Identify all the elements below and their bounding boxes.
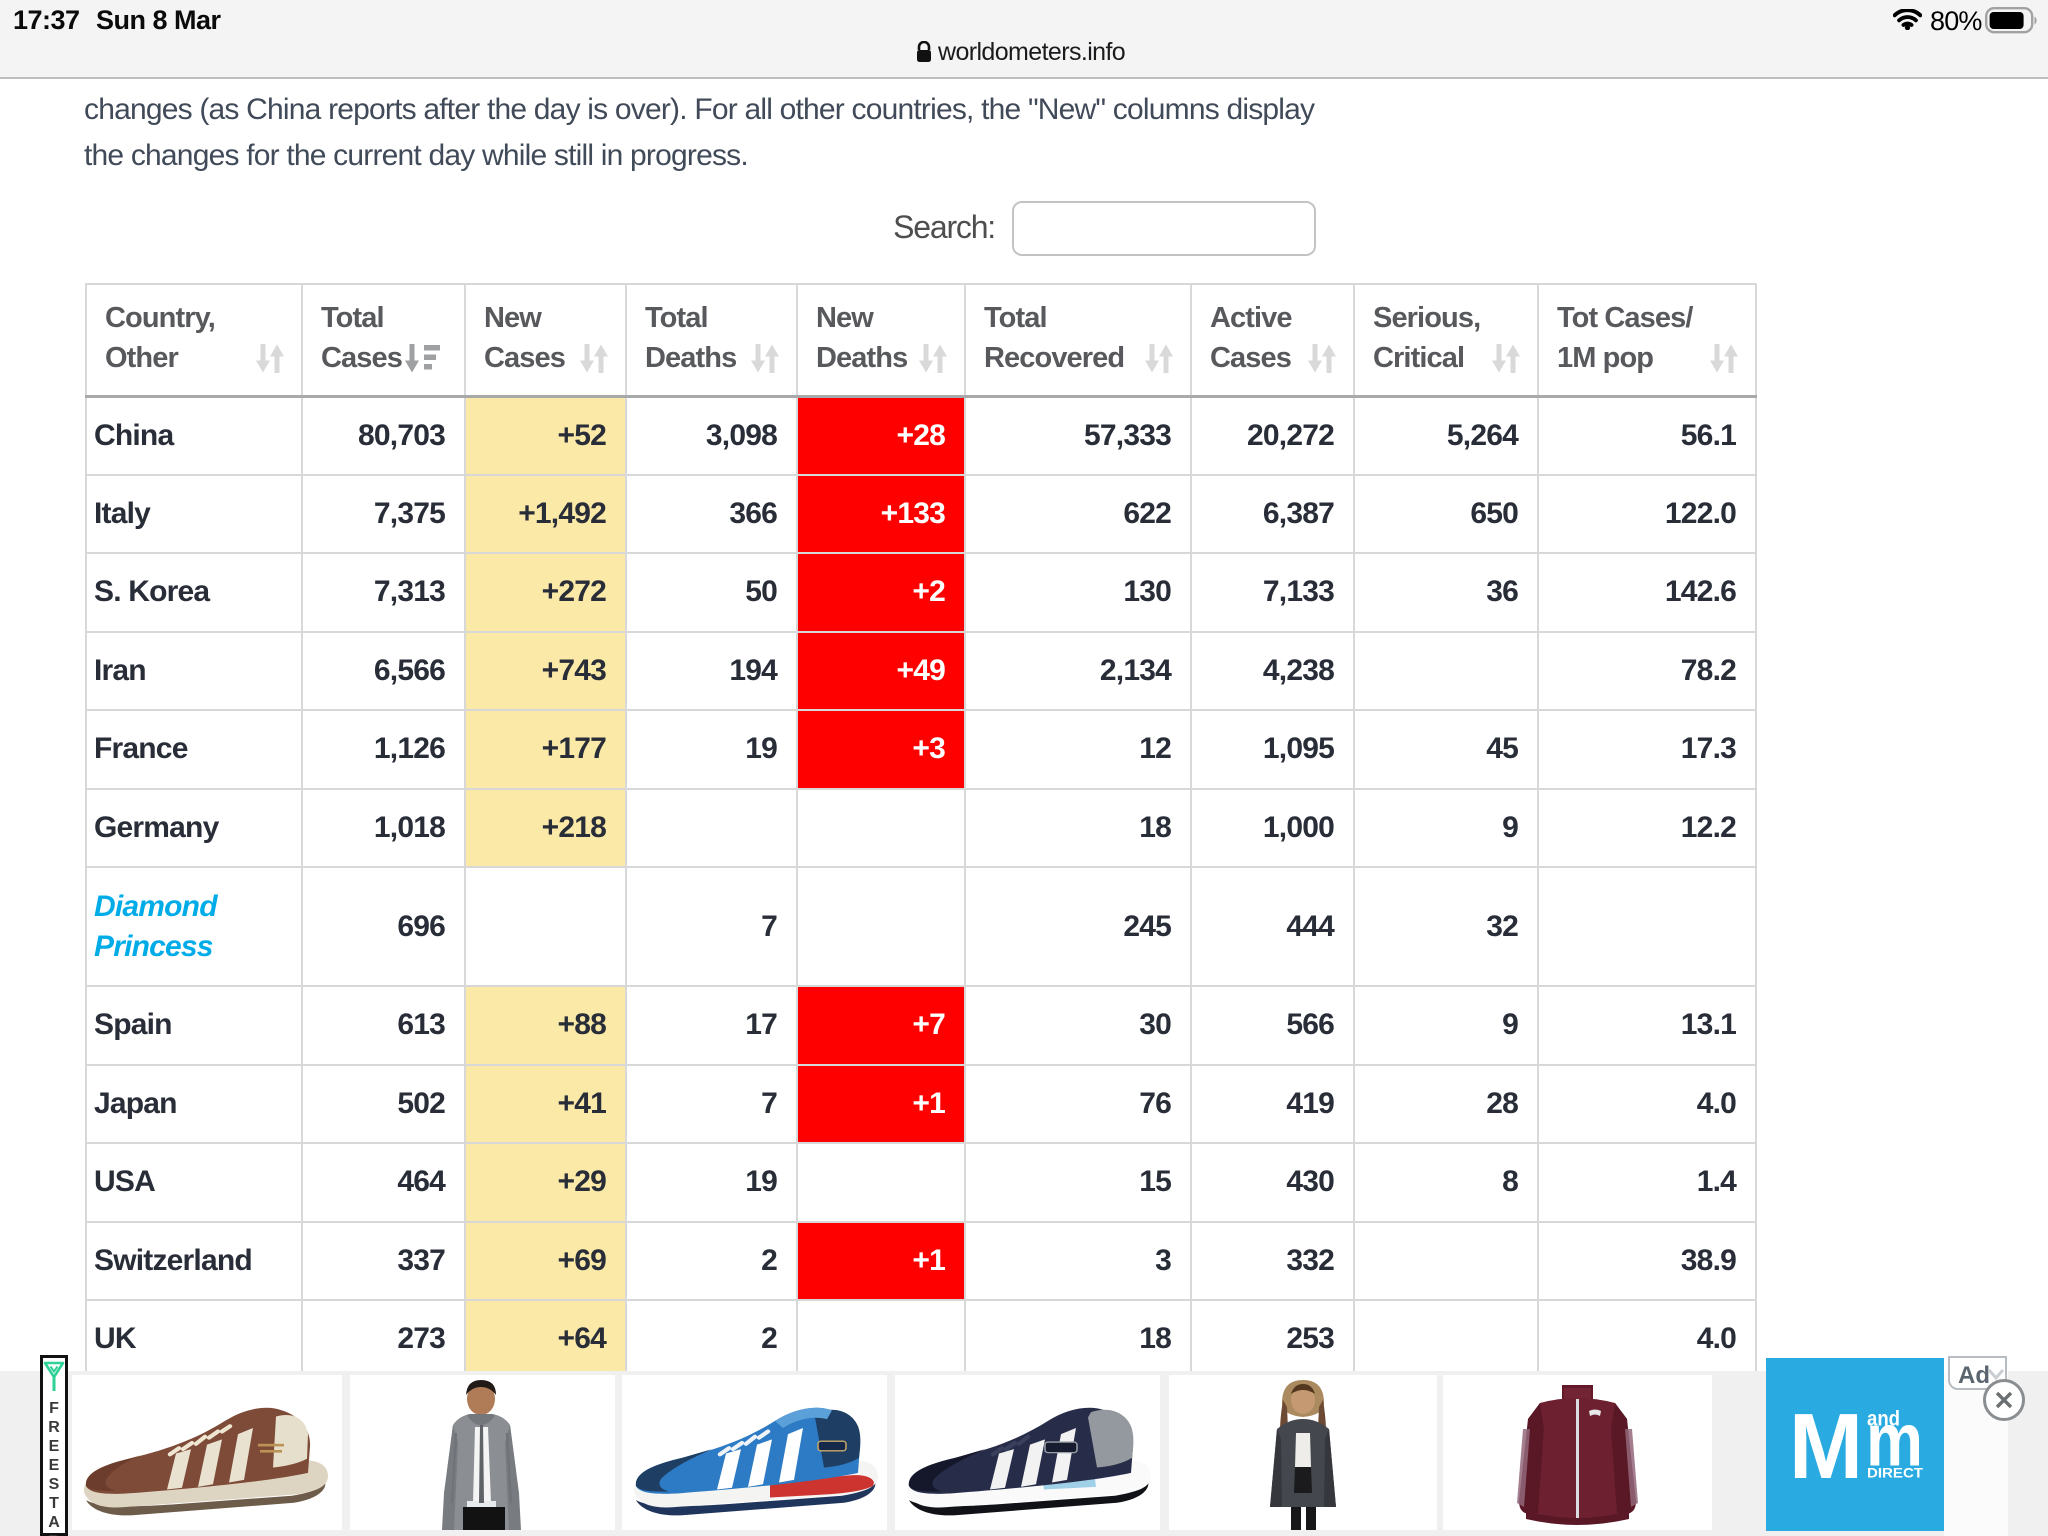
svg-text:M: M (1789, 1394, 1863, 1498)
svg-text:m: m (1866, 1398, 1923, 1482)
svg-text:DIRECT: DIRECT (1867, 1466, 1924, 1481)
svg-text:and: and (1867, 1408, 1900, 1431)
